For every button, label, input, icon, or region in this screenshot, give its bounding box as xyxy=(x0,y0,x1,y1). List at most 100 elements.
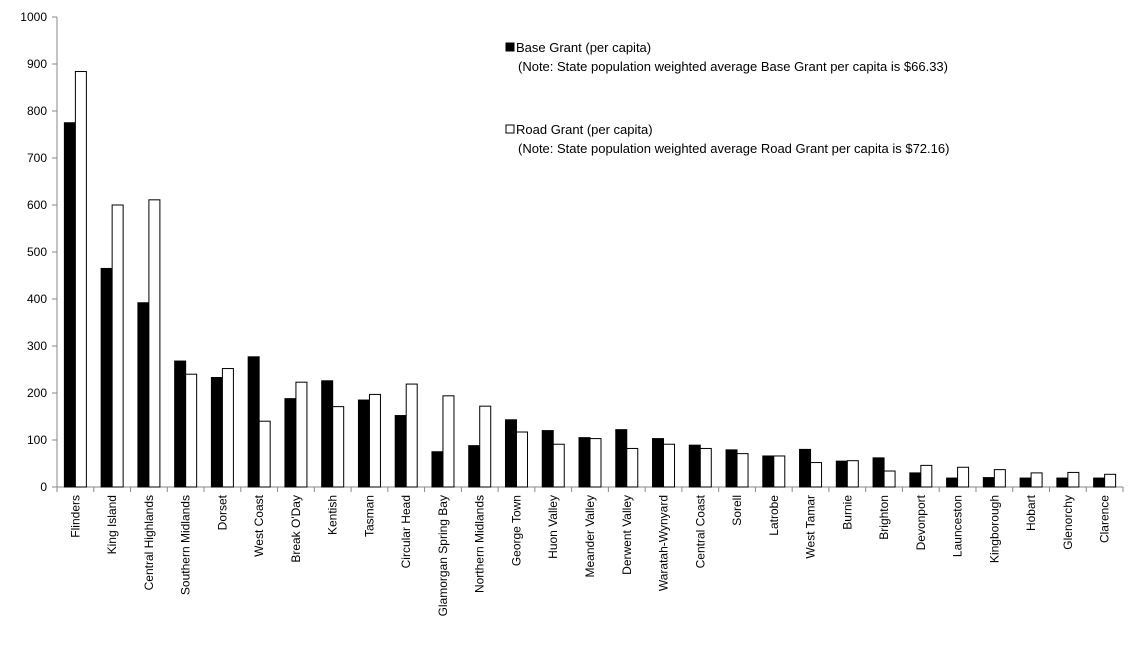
bar-road-grant xyxy=(405,383,418,488)
x-tick-label: Sorell xyxy=(730,495,744,526)
bar-road-grant xyxy=(883,470,896,488)
bar-base-grant xyxy=(431,451,444,488)
x-tick-label: Break O'Day xyxy=(289,495,303,563)
y-tick-label: 200 xyxy=(27,386,47,400)
bar-base-grant xyxy=(174,360,187,488)
x-axis: Flinders King Island Central Highlands Sout… xyxy=(56,486,1124,616)
bar-road-grant xyxy=(993,469,1006,488)
legend-note-road: (Note: State population weighted average… xyxy=(518,141,949,156)
bar-base-grant xyxy=(946,477,959,488)
bar-base-grant xyxy=(63,122,76,488)
x-tick-label: Flinders xyxy=(68,495,82,538)
bar-base-grant xyxy=(725,449,738,488)
legend-label-road: Road Grant (per capita) xyxy=(516,122,653,137)
bar-base-grant xyxy=(578,437,591,488)
bar-road-grant xyxy=(1104,473,1117,488)
bar-road-grant xyxy=(1030,472,1043,488)
x-tick-label: Southern Midlands xyxy=(179,495,193,595)
legend-label-base: Base Grant (per capita) xyxy=(516,40,651,55)
bar-road-grant xyxy=(74,71,87,488)
y-tick-label: 800 xyxy=(27,104,47,118)
bar-base-grant xyxy=(504,419,517,488)
x-tick-label: Glamorgan Spring Bay xyxy=(436,495,450,616)
bar-road-grant xyxy=(736,453,749,488)
legend: Base Grant (per capita) (Note: State pop… xyxy=(505,40,949,156)
bar-road-grant xyxy=(1067,471,1080,488)
bar-base-grant xyxy=(357,399,370,488)
bar-base-grant xyxy=(652,438,665,488)
bar-base-grant xyxy=(321,380,334,488)
y-tick-label: 600 xyxy=(27,198,47,212)
x-tick-label: Tasman xyxy=(362,495,376,537)
x-tick-label: Brighton xyxy=(877,495,891,540)
y-tick-label: 1000 xyxy=(20,10,47,24)
bar-base-grant xyxy=(615,429,628,488)
y-tick-label: 900 xyxy=(27,57,47,71)
x-tick-label: Kingborough xyxy=(987,495,1001,563)
x-tick-label: Glenorchy xyxy=(1061,495,1075,550)
bar-road-grant xyxy=(626,447,639,488)
x-tick-label: West Coast xyxy=(252,494,266,556)
x-tick-label: Dorset xyxy=(215,494,229,530)
bar-base-grant xyxy=(541,430,554,488)
x-tick-label: Hobart xyxy=(1024,494,1038,531)
x-tick-label: King Island xyxy=(105,495,119,554)
bar-base-grant xyxy=(909,472,922,488)
x-tick-label: Latrobe xyxy=(767,495,781,536)
x-tick-label: West Tamar xyxy=(804,495,818,559)
x-tick-label: Derwent Valley xyxy=(620,495,634,575)
x-tick-label: Launceston xyxy=(951,495,965,557)
bar-base-grant xyxy=(872,457,885,488)
bar-road-grant xyxy=(920,464,933,488)
legend-swatch-base xyxy=(505,42,515,52)
bar-road-grant xyxy=(479,405,492,488)
x-tick-label: Meander Valley xyxy=(583,495,597,578)
bar-base-grant xyxy=(137,302,150,488)
y-tick-label: 0 xyxy=(40,480,47,494)
y-tick-label: 100 xyxy=(27,433,47,447)
x-tick-label: Clarence xyxy=(1098,495,1112,543)
bars xyxy=(63,71,1117,488)
bar-base-grant xyxy=(284,398,297,488)
bar-base-grant xyxy=(982,477,995,488)
y-tick-label: 500 xyxy=(27,245,47,259)
x-tick-label: Central Coast xyxy=(693,494,707,568)
y-tick-label: 400 xyxy=(27,292,47,306)
bar-road-grant xyxy=(552,443,565,488)
legend-note-base: (Note: State population weighted average… xyxy=(518,59,948,74)
bar-road-grant xyxy=(332,406,345,488)
bar-road-grant xyxy=(295,381,308,488)
x-tick-label: Burnie xyxy=(840,495,854,530)
bar-base-grant xyxy=(1093,477,1106,488)
x-tick-label: Circular Head xyxy=(399,495,413,568)
bar-base-grant xyxy=(762,455,775,488)
bar-road-grant xyxy=(185,373,198,488)
bar-road-grant xyxy=(846,460,859,488)
x-tick-label: Waratah-Wynyard xyxy=(657,495,671,591)
y-tick-label: 700 xyxy=(27,151,47,165)
y-tick-label: 300 xyxy=(27,339,47,353)
x-tick-label: Devonport xyxy=(914,494,928,550)
bar-base-grant xyxy=(1019,477,1032,488)
legend-swatch-road xyxy=(505,124,515,134)
bar-base-grant xyxy=(1056,477,1069,488)
bar-base-grant xyxy=(799,448,812,488)
x-tick-label: George Town xyxy=(509,495,523,566)
bar-road-grant xyxy=(368,393,381,488)
bar-base-grant xyxy=(394,415,407,488)
bar-road-grant xyxy=(663,443,676,488)
bar-base-grant xyxy=(468,445,481,488)
y-axis: 0 100 200 300 400 500 600 700 800 900 1000 xyxy=(20,10,58,494)
x-tick-label: Central Highlands xyxy=(142,495,156,590)
bar-base-grant xyxy=(835,460,848,488)
bar-base-grant xyxy=(688,444,701,488)
bar-road-grant xyxy=(442,395,455,488)
bar-base-grant xyxy=(210,376,223,488)
bar-road-grant xyxy=(589,438,602,488)
bar-base-grant xyxy=(100,267,113,488)
bar-road-grant xyxy=(258,420,271,488)
bar-road-grant xyxy=(221,368,234,488)
bar-road-grant xyxy=(148,199,161,488)
x-tick-label: Kentish xyxy=(326,495,340,535)
